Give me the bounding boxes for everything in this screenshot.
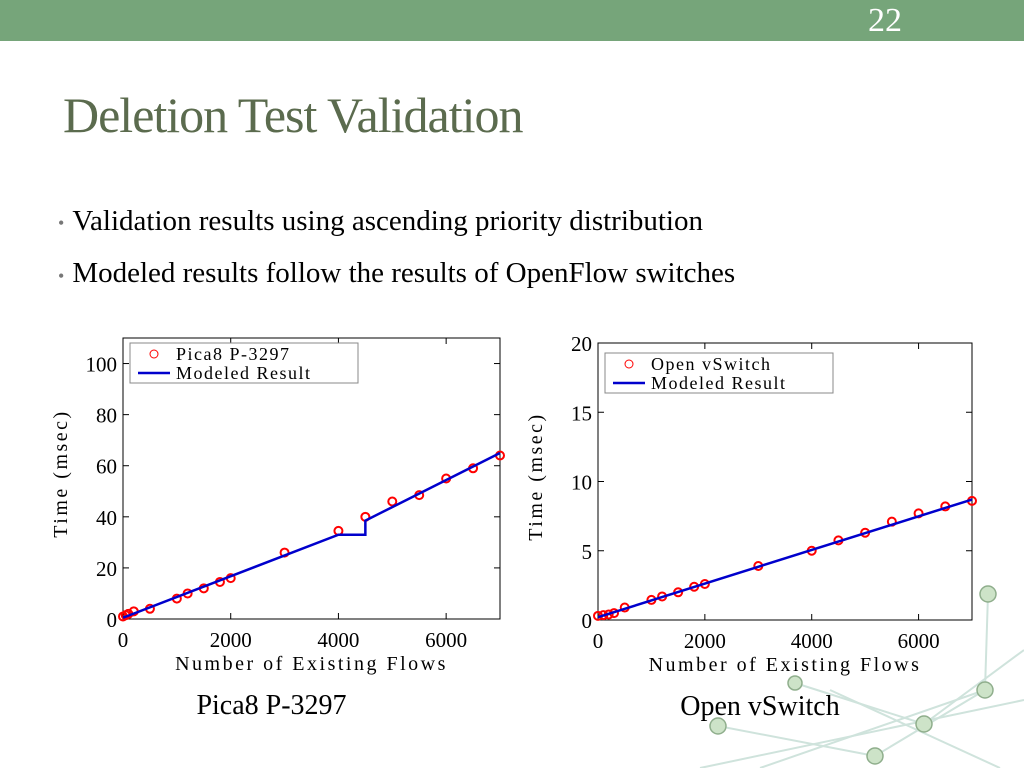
y-tick-label: 0	[107, 608, 118, 632]
y-axis-label: Time (msec)	[525, 412, 547, 540]
x-tick-label: 2000	[684, 629, 726, 653]
x-tick-label: 4000	[791, 629, 833, 653]
y-tick-label: 10	[571, 471, 592, 495]
x-axis-label: Number of Existing Flows	[175, 653, 448, 675]
x-axis-label: Number of Existing Flows	[649, 654, 922, 676]
y-tick-label: 20	[96, 557, 117, 581]
legend-label: Open vSwitch	[651, 354, 772, 374]
x-tick-label: 4000	[317, 628, 359, 652]
x-tick-label: 2000	[210, 628, 252, 652]
legend-box	[604, 352, 834, 394]
bullet-list: Validation results using ascending prior…	[58, 196, 735, 301]
y-tick-label: 60	[96, 455, 117, 479]
slide-title: Deletion Test Validation	[63, 87, 523, 143]
header-bar: 22	[0, 0, 1024, 41]
model-line	[597, 498, 973, 619]
bullet: Validation results using ascending prior…	[58, 196, 735, 248]
x-tick-label: 0	[593, 629, 604, 653]
slide-number: 22	[868, 2, 902, 39]
y-tick-label: 15	[571, 401, 592, 425]
plot-frame	[122, 337, 501, 620]
chart-caption: Pica8 P-3297	[196, 690, 346, 721]
x-tick-label: 6000	[425, 628, 467, 652]
legend-marker	[624, 359, 634, 369]
y-tick-label: 100	[86, 353, 118, 377]
x-tick-label: 0	[118, 628, 129, 652]
data-point	[387, 496, 398, 507]
legend-label: Modeled Result	[176, 363, 312, 383]
x-tick-label: 6000	[898, 629, 940, 653]
y-tick-label: 20	[571, 332, 592, 356]
chart-caption: Open vSwitch	[680, 691, 839, 722]
legend-label: Pica8 P-3297	[176, 344, 291, 364]
legend-label: Modeled Result	[651, 373, 787, 393]
bullet: Modeled results follow the results of Op…	[58, 248, 735, 300]
y-tick-label: 5	[582, 540, 593, 564]
y-tick-label: 80	[96, 404, 117, 428]
model-line	[122, 451, 501, 619]
legend-marker	[149, 349, 159, 359]
legend-box	[129, 342, 359, 384]
y-tick-label: 0	[582, 609, 593, 633]
y-tick-label: 40	[96, 506, 117, 530]
y-axis-label: Time (msec)	[50, 409, 72, 537]
